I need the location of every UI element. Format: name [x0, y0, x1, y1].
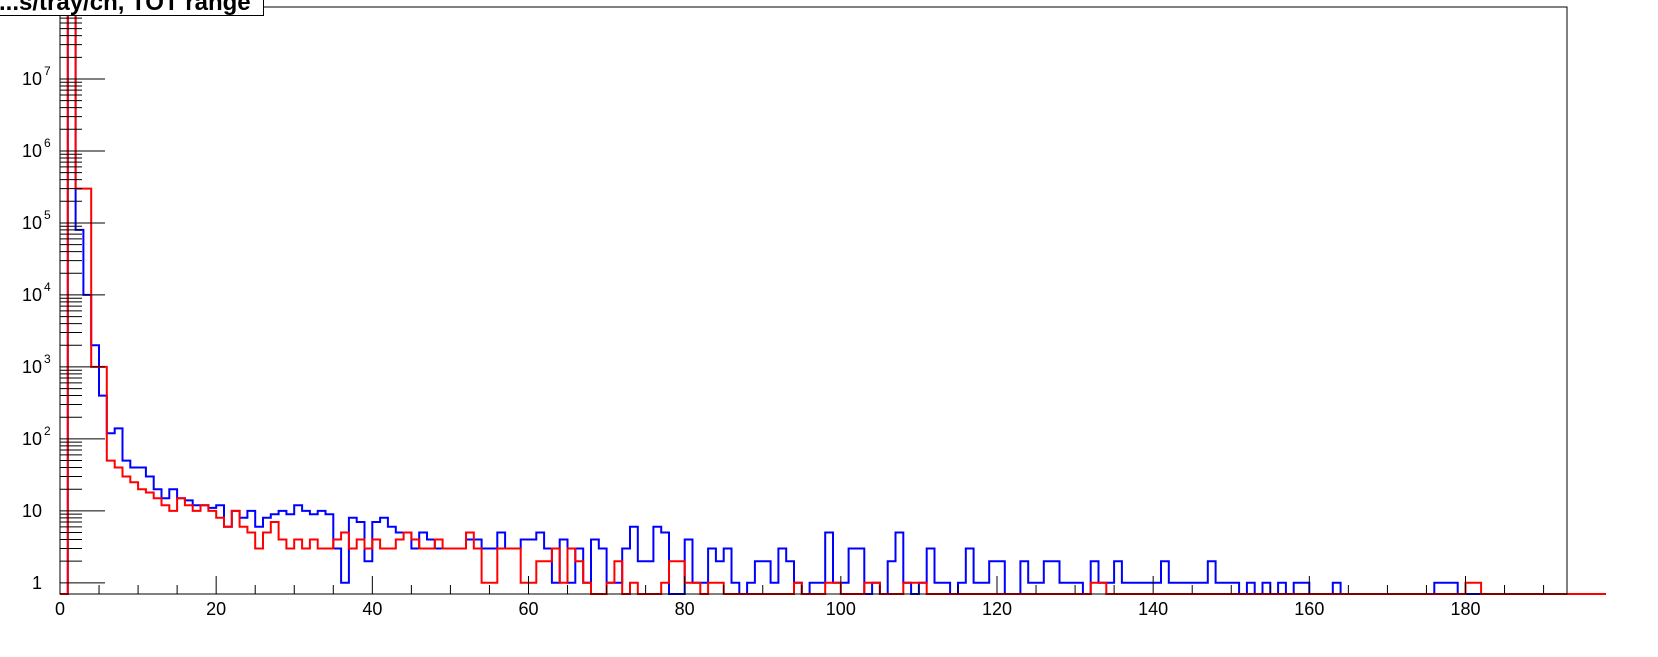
x-tick-label: 40 [362, 599, 382, 619]
x-tick-label: 120 [982, 599, 1012, 619]
y-tick-exponent: 2 [44, 424, 51, 438]
x-tick-label: 160 [1294, 599, 1324, 619]
x-tick-label: 20 [206, 599, 226, 619]
plot-frame [59, 6, 1568, 595]
x-axis-ticks: 0 20 40 60 80 100 120 140 160 180 [55, 576, 1545, 619]
x-tick-label: 100 [826, 599, 856, 619]
y-tick-label: 10 [22, 69, 42, 89]
y-tick-label: 10 [22, 285, 42, 305]
y-tick-label: 10 [22, 141, 42, 161]
series-layer [60, 6, 1606, 595]
y-tick-exponent: 4 [44, 280, 51, 294]
x-tick-label: 60 [518, 599, 538, 619]
y-tick-label: 1 [32, 573, 42, 593]
y-tick-exponent: 7 [44, 64, 51, 78]
y-tick-exponent: 3 [44, 352, 51, 366]
y-tick-exponent: 6 [44, 136, 51, 150]
y-tick-exponent: 5 [44, 208, 51, 222]
x-tick-label: 140 [1138, 599, 1168, 619]
x-tick-label: 80 [675, 599, 695, 619]
x-tick-label: 180 [1450, 599, 1480, 619]
chart-title: ...s/tray/ch, TOT range [0, 0, 264, 16]
y-axis-ticks: 110102103104105106107108 [22, 0, 105, 593]
y-tick-label: 10 [22, 357, 42, 377]
x-tick-label: 0 [55, 599, 65, 619]
y-tick-label: 10 [22, 213, 42, 233]
histogram-series-1 [60, 6, 1599, 595]
histogram-series-2 [60, 13, 1606, 595]
y-tick-label: 10 [22, 429, 42, 449]
y-tick-label: 10 [22, 501, 42, 521]
